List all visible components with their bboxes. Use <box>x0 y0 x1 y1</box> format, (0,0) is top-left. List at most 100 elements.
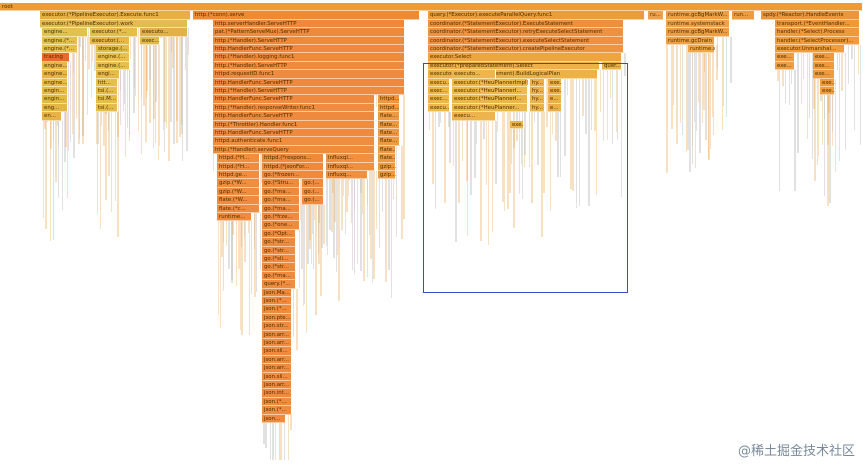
flame-frame[interactable]: engine.(*... <box>42 45 78 54</box>
flame-frame[interactable]: gzip... <box>378 171 396 180</box>
flame-frame[interactable]: eng... <box>42 103 68 113</box>
flame-frame[interactable]: flate... <box>378 120 400 129</box>
flame-frame[interactable]: executor.(*HeuPlannerI... <box>452 95 528 104</box>
flame-frame[interactable]: executor.Unmarshal... <box>775 45 845 54</box>
flame-frame[interactable]: executor.(*preparedStatement).Select <box>428 61 600 71</box>
flame-frame[interactable]: en... <box>42 112 62 121</box>
flame-frame[interactable]: httpd.(*H... <box>217 154 260 163</box>
flame-frame[interactable]: go.(*Opt... <box>262 229 296 239</box>
flame-frame[interactable]: httpd.ge... <box>217 171 260 180</box>
flame-frame[interactable]: http.serverHandler.ServeHTTP <box>213 19 405 29</box>
flame-frame[interactable]: httpd.(*H... <box>217 162 260 171</box>
flame-frame[interactable]: engine.(*... <box>42 36 78 45</box>
flame-frame[interactable]: flate... <box>378 145 396 155</box>
flame-frame[interactable]: json.int... <box>262 389 292 398</box>
flame-frame[interactable]: exe... <box>820 87 835 96</box>
flame-frame[interactable]: go.(*ma... <box>262 204 300 213</box>
flame-frame[interactable]: engine... <box>42 78 68 87</box>
flame-frame[interactable]: http.(*conn).serve <box>193 11 420 20</box>
flame-frame[interactable]: engi... <box>96 70 120 79</box>
flame-frame[interactable]: transport.(*EventHandler... <box>775 19 860 29</box>
flame-frame[interactable]: ru... <box>648 11 664 20</box>
flame-frame[interactable]: exe... <box>775 61 795 71</box>
flame-frame[interactable]: execu... <box>452 112 496 121</box>
flame-frame[interactable]: http.HandlerFunc.ServeHTTP <box>213 78 405 87</box>
flame-frame[interactable]: influxql... <box>326 162 375 171</box>
flame-frame[interactable]: go.(*ma... <box>262 271 296 281</box>
flame-frame[interactable]: engine... <box>42 28 88 37</box>
flame-frame[interactable]: json.arr... <box>262 355 292 365</box>
flame-frame[interactable]: engine.(... <box>96 53 130 62</box>
flame-frame[interactable]: runtime.gcBgMarkW... <box>666 28 730 37</box>
flame-frame[interactable]: engin... <box>42 87 68 96</box>
flame-frame[interactable]: httpd... <box>378 95 400 104</box>
flame-frame[interactable]: flate... <box>378 154 396 163</box>
flame-frame[interactable]: executor.(*... <box>90 28 138 37</box>
flame-frame[interactable]: exe... <box>548 78 562 87</box>
flame-frame[interactable]: json.(*... <box>262 406 292 415</box>
flame-frame[interactable]: httpd... <box>378 103 400 113</box>
flame-frame[interactable]: go.(*str... <box>262 238 296 247</box>
flame-frame[interactable]: executor.(*HeuPlannerImpl).F... <box>452 78 528 87</box>
flame-frame[interactable]: go.(*str... <box>262 246 296 255</box>
flame-frame[interactable]: http.HandlerFunc.ServeHTTP <box>213 45 405 54</box>
flame-frame[interactable]: engine... <box>42 70 68 79</box>
flame-frame[interactable]: exec... <box>428 95 450 104</box>
flame-frame[interactable]: json.(*... <box>262 297 292 306</box>
flame-frame[interactable]: root <box>0 3 863 12</box>
flame-frame[interactable]: runtime.gcDrain <box>666 36 715 45</box>
flame-frame[interactable]: json.(*... <box>262 305 292 314</box>
flame-frame[interactable]: engine.(... <box>96 61 130 71</box>
flame-frame[interactable]: handler.(*SelectProcessor)... <box>775 36 860 45</box>
flame-frame[interactable]: executor.Select <box>428 53 622 62</box>
flame-frame[interactable]: executo... <box>140 28 188 37</box>
flame-frame[interactable]: exe... <box>820 78 835 87</box>
flame-frame[interactable]: gzip... <box>378 162 396 171</box>
flame-frame[interactable]: coordinator.(*StatementExecutor).execute… <box>428 36 624 45</box>
flame-frame[interactable]: e... <box>548 103 562 113</box>
flame-frame[interactable]: tracing <box>42 53 70 62</box>
flame-frame[interactable]: exe... <box>775 53 795 62</box>
flame-frame[interactable]: json.sli... <box>262 372 292 381</box>
flame-frame[interactable]: go.(... <box>302 196 324 205</box>
flame-frame[interactable]: runtime.systemstack <box>666 19 730 29</box>
flame-frame[interactable]: http.HandlerFunc.ServeHTTP <box>213 129 375 138</box>
flame-frame[interactable]: exe... <box>813 70 835 79</box>
flame-frame[interactable]: coordinator.(*StatementExecutor).Execute… <box>428 19 624 29</box>
flame-frame[interactable]: flate.(*c... <box>217 204 260 213</box>
flame-frame[interactable]: execu... <box>428 103 450 113</box>
flame-frame[interactable]: http.(*Handler).ServeHTTP <box>213 61 405 71</box>
flame-frame[interactable]: http.(*Handler).serveQuery <box>213 145 375 155</box>
flame-frame[interactable]: hy... <box>530 103 545 113</box>
flame-frame[interactable]: http.(*Throttler).Handler.func1 <box>213 120 375 129</box>
flame-frame[interactable]: htt... <box>96 78 118 87</box>
flame-frame[interactable]: http.(*Handler).logging.func1 <box>213 53 405 62</box>
flame-frame[interactable]: flate... <box>378 129 400 138</box>
flame-frame[interactable]: go.(... <box>302 187 324 197</box>
flame-frame[interactable]: influxq... <box>326 171 368 180</box>
flame-frame[interactable]: go.(*frozen... <box>262 171 324 180</box>
flame-frame[interactable]: httpd.(*respons... <box>262 154 324 163</box>
flame-frame[interactable]: go.(*str... <box>262 263 296 272</box>
flame-frame[interactable]: runtime... <box>217 213 252 222</box>
flame-frame[interactable]: http.HandlerFunc.ServeHTTP <box>213 112 375 121</box>
flame-frame[interactable]: exe... <box>510 120 524 129</box>
flame-frame[interactable]: gzip.(*W... <box>217 179 260 188</box>
flame-frame[interactable]: json... <box>262 414 286 423</box>
flame-frame[interactable]: coordinator.(*StatementExecutor).retryEx… <box>428 28 624 37</box>
flame-frame[interactable]: json.pte... <box>262 313 292 323</box>
flame-frame[interactable]: go.(*frze... <box>262 213 300 222</box>
flame-frame[interactable]: query.(*... <box>262 280 296 289</box>
flame-frame[interactable]: exe... <box>813 53 835 62</box>
flame-frame[interactable]: httpd.(*jsonFor... <box>262 162 324 171</box>
flame-frame[interactable]: json.arr... <box>262 364 292 373</box>
flame-frame[interactable]: tsi.(... <box>96 87 118 96</box>
flame-frame[interactable]: runtime.gcBgMarkW... <box>666 11 730 20</box>
flame-frame[interactable]: flate... <box>378 112 400 121</box>
flame-frame[interactable]: spdy.(*Reactor).HandleEvents <box>761 11 860 20</box>
flame-frame[interactable]: json.arr... <box>262 339 292 348</box>
flame-frame[interactable]: go.(*sli... <box>262 255 296 264</box>
flame-frame[interactable]: go.(*Stru... <box>262 179 300 188</box>
flame-frame[interactable]: executo... <box>452 70 496 79</box>
flame-frame[interactable]: json.(*... <box>262 397 292 407</box>
